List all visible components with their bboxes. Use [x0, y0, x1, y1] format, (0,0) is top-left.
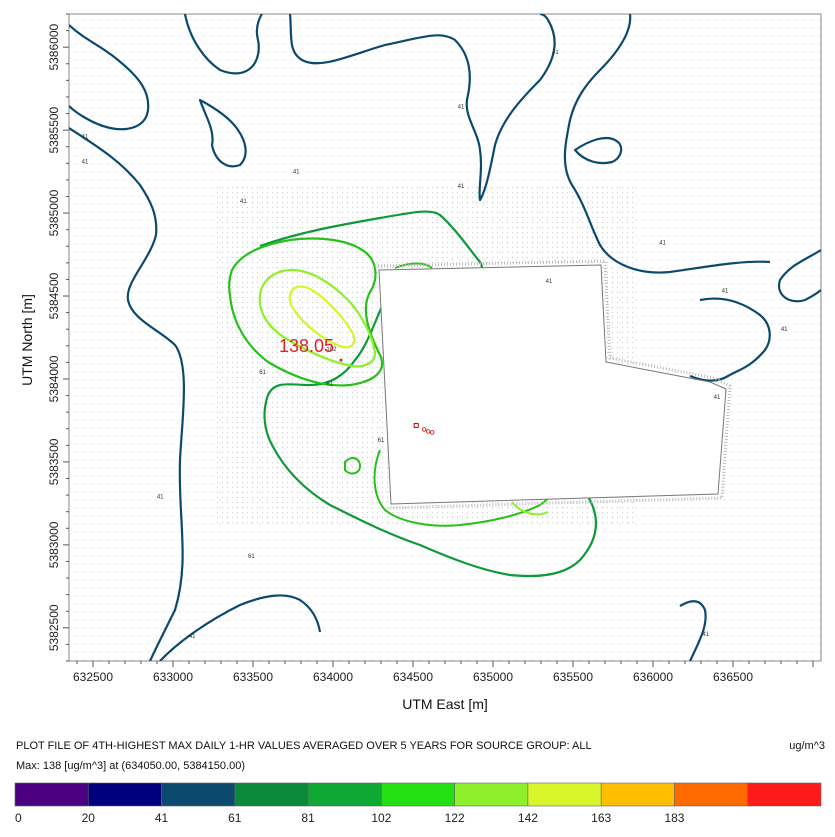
legend-label: 61 — [228, 811, 242, 825]
legend-swatch — [381, 782, 455, 807]
x-tick-label: 633500 — [233, 670, 273, 684]
units-label: ug/m^3 — [789, 740, 825, 752]
contour-value-label: 41 — [82, 159, 89, 165]
contour-value-label: 41 — [702, 632, 709, 638]
contour-value-label: 61 — [248, 554, 255, 560]
contour-61 — [259, 210, 597, 578]
contour-41-east — [777, 249, 821, 303]
x-tick-label: 635500 — [553, 670, 593, 684]
legend-label: 20 — [82, 811, 96, 825]
contour-value-label: 41 — [552, 50, 559, 56]
legend-swatch — [600, 782, 675, 807]
x-tick-label: 633000 — [153, 670, 193, 684]
contour-41-north2 — [288, 14, 556, 202]
source-markers — [413, 422, 435, 435]
contour-value-label: 41 — [714, 395, 721, 401]
y-tick-label: 5383500 — [47, 438, 61, 485]
y-axis-title: UTM North [m] — [19, 294, 35, 386]
contour-value-label: 41 — [722, 289, 729, 295]
contour-81-blob — [344, 457, 362, 475]
max-value-text: Max: 138 [ug/m^3] at (634050.00, 5384150… — [16, 760, 245, 772]
contour-value-label: 41 — [293, 169, 300, 175]
source-marker — [413, 422, 419, 428]
y-tick-label: 5384000 — [47, 355, 61, 402]
legend-swatch — [527, 782, 602, 807]
legend-label: 41 — [155, 811, 169, 825]
contour-41-northwest — [69, 127, 186, 661]
legend-label: 122 — [445, 811, 465, 825]
contour-102 — [258, 268, 377, 368]
x-axis-title: UTM East [m] — [402, 696, 488, 712]
x-tick-label: 634000 — [313, 670, 353, 684]
legend-label: 81 — [301, 811, 315, 825]
contour-value-label: 41 — [458, 105, 465, 111]
legend-swatch — [454, 782, 529, 807]
contour-81 — [228, 237, 384, 387]
contour-value-label: 41 — [82, 134, 89, 140]
max-marker — [339, 358, 343, 362]
contour-value-label: 81 — [326, 382, 333, 388]
y-tick-label: 5384500 — [47, 272, 61, 319]
legend-swatch — [87, 782, 162, 807]
contour-41-northeast-blob — [573, 136, 623, 165]
legend-label: 163 — [591, 811, 611, 825]
y-tick-label: 5385000 — [47, 189, 61, 236]
contour-41-east2 — [689, 297, 771, 382]
y-tick-label: 5385500 — [47, 106, 61, 153]
legend-swatch — [307, 782, 382, 807]
x-tick-label: 636000 — [633, 670, 673, 684]
x-tick-label: 632500 — [73, 670, 113, 684]
contour-value-label: 61 — [259, 370, 266, 376]
legend-label: 142 — [518, 811, 538, 825]
x-tick-label: 634500 — [393, 670, 433, 684]
legend-label: 102 — [371, 811, 391, 825]
contour-41-northeast — [563, 14, 771, 274]
legend-swatch — [234, 782, 309, 807]
contour-41-north — [183, 14, 263, 75]
contour-value-label: 102 — [326, 347, 337, 353]
source-marker — [422, 427, 427, 432]
legend-label: 0 — [15, 811, 22, 825]
color-legend: 0 20 41 61 81 102 122 142 163 183 — [14, 782, 822, 825]
contour-41-southeast — [679, 600, 707, 661]
plot-caption: PLOT FILE OF 4TH-HIGHEST MAX DAILY 1-HR … — [16, 740, 592, 752]
x-tick-label: 636500 — [713, 670, 753, 684]
source-marker — [430, 430, 435, 435]
legend-label: 183 — [664, 811, 684, 825]
contour-value-label: 41 — [157, 494, 164, 500]
contour-41-southwest — [159, 594, 322, 661]
contour-41-west — [69, 24, 150, 131]
contour-value-label: 41 — [458, 184, 465, 190]
contour-41 — [69, 14, 821, 661]
max-value-label: 138.05 — [279, 336, 334, 356]
source-marker — [426, 429, 431, 434]
contour-value-label: 61 — [378, 438, 385, 444]
contour-value-label: 41 — [659, 241, 666, 247]
y-tick-label: 5382500 — [47, 604, 61, 651]
y-tick-label: 5386000 — [47, 23, 61, 70]
legend-swatch — [14, 782, 89, 807]
contour-122 — [288, 285, 356, 349]
legend-swatch — [747, 782, 822, 807]
legend-swatch — [674, 782, 749, 807]
legend-swatch — [161, 782, 236, 807]
facility-boundary — [378, 264, 727, 505]
contour-41-loop — [198, 98, 247, 168]
contour-value-label: 41 — [546, 279, 553, 285]
x-tick-label: 635000 — [473, 670, 513, 684]
contour-81-inner — [394, 262, 433, 269]
contour-value-label: 41 — [240, 199, 247, 205]
contour-value-label: 41 — [781, 327, 788, 333]
contour-value-label: 41 — [189, 634, 196, 640]
y-tick-label: 5383000 — [47, 521, 61, 568]
